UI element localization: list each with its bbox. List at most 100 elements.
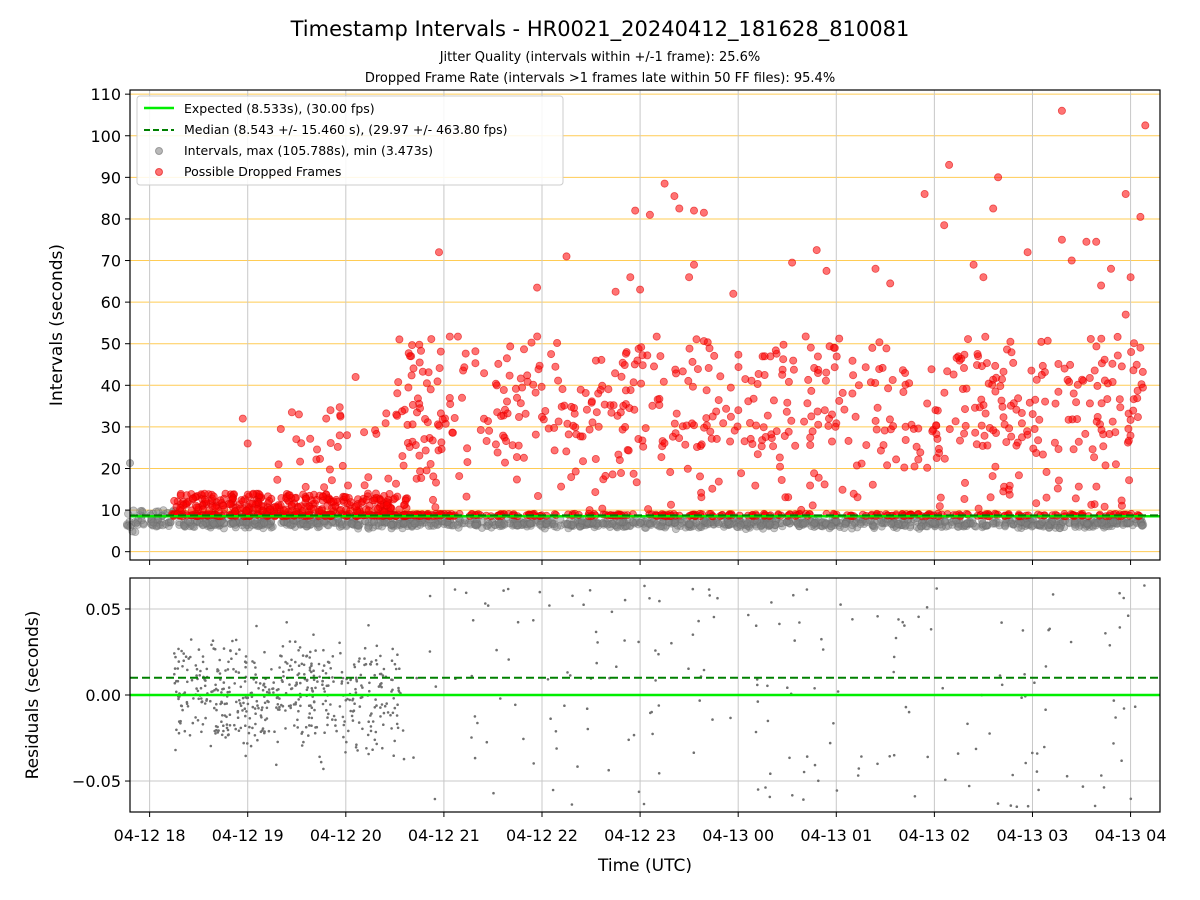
residual-point — [200, 700, 203, 704]
dropped-frame-point — [591, 454, 600, 463]
residual-point — [1112, 742, 1115, 745]
outlier-point — [945, 160, 954, 169]
dropped-frame-point — [463, 458, 472, 467]
dropped-frame-point — [936, 493, 945, 502]
residual-point — [300, 744, 304, 747]
interval-point — [856, 520, 865, 529]
intervals-x-ticks — [149, 560, 1132, 565]
residual-point — [610, 610, 614, 614]
residual-point — [434, 685, 438, 688]
dropped-frame-point — [991, 462, 1000, 471]
dropped-frame-point — [621, 422, 630, 431]
residual-point — [473, 756, 477, 760]
residual-point — [190, 678, 194, 682]
outlier-point — [238, 414, 247, 423]
residual-point — [276, 740, 280, 744]
residual-point — [392, 697, 396, 700]
dropped-frame-point — [558, 385, 567, 394]
dropped-frame-point — [822, 368, 831, 377]
dropped-frame-point — [301, 482, 310, 491]
dropped-frame-point — [521, 409, 530, 418]
dropped-frame-point — [1124, 436, 1133, 445]
residual-point — [851, 618, 854, 621]
residual-point — [233, 723, 236, 727]
dropped-frame-point — [820, 480, 829, 489]
dropped-frame-point — [382, 409, 391, 418]
residual-point — [354, 746, 358, 749]
residual-point — [657, 772, 661, 775]
residual-point — [281, 645, 285, 648]
dropped-frame-point — [592, 408, 601, 417]
residual-point — [183, 691, 187, 694]
residual-point — [176, 679, 180, 683]
residual-point — [286, 662, 289, 665]
dropped-frame-point — [699, 337, 708, 346]
residual-point — [222, 681, 226, 684]
residual-point — [225, 726, 229, 730]
dropped-frame-point — [415, 451, 424, 460]
residual-point — [394, 667, 398, 671]
residual-point — [254, 712, 257, 715]
residual-point — [1133, 705, 1137, 708]
dropped-frame-point — [726, 437, 735, 446]
residual-point — [243, 660, 247, 663]
residual-point — [367, 624, 370, 627]
residual-point — [200, 730, 203, 734]
dropped-frame-point — [621, 349, 630, 358]
interval-point — [921, 522, 930, 531]
dropped-frame-point — [962, 384, 971, 393]
outlier-point — [322, 414, 331, 423]
residual-point — [331, 655, 335, 658]
residual-point — [321, 669, 325, 672]
residual-point — [361, 727, 364, 731]
interval-point — [1108, 518, 1117, 527]
residual-point — [200, 697, 203, 700]
dropped-frame-point — [791, 441, 800, 450]
residual-point — [214, 683, 217, 687]
dropped-frame-point — [415, 358, 424, 367]
dropped-frame-point — [849, 371, 858, 380]
outlier-point — [287, 408, 296, 417]
dropped-frame-point — [176, 504, 185, 513]
dropped-frame-point — [364, 506, 373, 515]
dropped-frame-point — [624, 446, 633, 455]
dropped-frame-point — [296, 457, 305, 466]
dropped-frame-point — [450, 413, 459, 422]
dropped-frame-point — [364, 473, 373, 482]
dropped-frame-point — [814, 420, 823, 429]
residual-point — [195, 667, 199, 671]
dropped-frame-point — [761, 432, 770, 441]
residual-point — [201, 655, 205, 658]
residual-point — [654, 679, 657, 682]
dropped-frame-point — [611, 369, 620, 378]
residual-point — [340, 680, 344, 683]
dropped-frame-point — [835, 334, 844, 343]
residual-point — [373, 673, 377, 677]
residual-point — [615, 665, 618, 668]
interval-point — [363, 523, 372, 532]
dropped-frame-point — [981, 332, 990, 341]
dropped-frame-point — [390, 494, 399, 503]
dropped-frame-point — [914, 455, 923, 464]
dropped-frame-point — [462, 492, 471, 501]
residual-point — [925, 606, 929, 609]
residual-point — [205, 699, 208, 702]
residual-point — [185, 702, 189, 706]
interval-point — [259, 518, 268, 527]
residual-point — [470, 674, 474, 678]
residual-point — [929, 628, 933, 631]
dropped-frame-point — [914, 424, 923, 433]
residual-point — [351, 698, 354, 702]
residual-point — [367, 752, 370, 756]
residual-point — [323, 731, 326, 734]
dropped-frame-point — [672, 409, 681, 418]
residual-point — [391, 647, 395, 651]
residual-point — [222, 687, 225, 691]
dropped-frame-point — [512, 475, 521, 484]
residual-point — [396, 653, 399, 656]
residual-point — [471, 619, 475, 622]
dropped-frame-point — [778, 370, 787, 379]
residual-point — [323, 690, 327, 693]
dropped-frame-point — [395, 335, 404, 344]
residual-point — [244, 696, 247, 699]
